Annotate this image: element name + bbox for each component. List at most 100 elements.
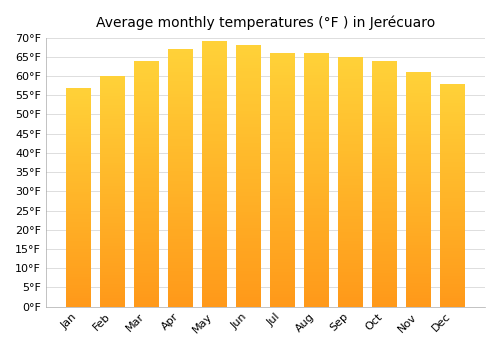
Bar — [270, 291, 295, 294]
Bar — [304, 88, 329, 91]
Bar — [372, 291, 397, 294]
Bar — [406, 81, 431, 84]
Bar — [202, 81, 227, 85]
Bar — [236, 163, 261, 166]
Bar — [406, 78, 431, 81]
Bar — [406, 110, 431, 113]
Bar — [372, 82, 397, 85]
Bar — [168, 81, 193, 85]
Bar — [304, 151, 329, 154]
Bar — [66, 137, 92, 140]
Bar — [236, 225, 261, 228]
Bar — [134, 279, 160, 282]
Bar — [100, 186, 126, 189]
Bar — [406, 157, 431, 160]
Bar — [338, 116, 363, 119]
Bar — [134, 91, 160, 95]
Bar — [372, 187, 397, 190]
Bar — [270, 110, 295, 113]
Bar — [372, 141, 397, 144]
Bar — [66, 252, 92, 255]
Bar — [372, 67, 397, 70]
Bar — [202, 171, 227, 174]
Bar — [202, 121, 227, 124]
Bar — [338, 282, 363, 285]
Bar — [406, 301, 431, 304]
Bar — [338, 285, 363, 288]
Bar — [440, 206, 465, 209]
Bar — [168, 104, 193, 107]
Bar — [338, 147, 363, 150]
Bar — [372, 220, 397, 224]
Bar — [66, 296, 92, 299]
Bar — [66, 219, 92, 222]
Bar — [202, 204, 227, 207]
Bar — [406, 274, 431, 278]
Bar — [406, 87, 431, 90]
Bar — [406, 298, 431, 301]
Bar — [66, 134, 92, 137]
Bar — [236, 88, 261, 91]
Bar — [134, 79, 160, 82]
Bar — [372, 125, 397, 128]
Bar — [100, 229, 126, 232]
Bar — [338, 272, 363, 275]
Bar — [202, 260, 227, 264]
Bar — [236, 137, 261, 140]
Bar — [304, 291, 329, 294]
Bar — [270, 117, 295, 120]
Bar — [304, 246, 329, 250]
Bar — [440, 298, 465, 301]
Bar — [66, 249, 92, 252]
Bar — [372, 70, 397, 73]
Bar — [372, 153, 397, 156]
Bar — [168, 94, 193, 97]
Bar — [168, 204, 193, 207]
Bar — [100, 111, 126, 113]
Bar — [338, 235, 363, 238]
Bar — [406, 151, 431, 154]
Bar — [270, 66, 295, 69]
Bar — [338, 157, 363, 160]
Bar — [440, 218, 465, 220]
Bar — [372, 138, 397, 141]
Bar — [202, 85, 227, 88]
Bar — [236, 212, 261, 215]
Bar — [202, 297, 227, 300]
Bar — [100, 292, 126, 295]
Bar — [134, 116, 160, 119]
Bar — [134, 88, 160, 91]
Bar — [66, 118, 92, 120]
Bar — [202, 151, 227, 154]
Bar — [440, 240, 465, 243]
Bar — [338, 113, 363, 116]
Bar — [304, 183, 329, 186]
Bar — [372, 301, 397, 304]
Bar — [202, 91, 227, 95]
Bar — [236, 114, 261, 117]
Bar — [168, 303, 193, 307]
Bar — [134, 165, 160, 168]
Bar — [440, 123, 465, 126]
Bar — [304, 167, 329, 170]
Bar — [202, 247, 227, 250]
Bar — [270, 294, 295, 297]
Bar — [168, 120, 193, 123]
Bar — [304, 110, 329, 113]
Bar — [100, 232, 126, 235]
Bar — [168, 236, 193, 239]
Bar — [236, 45, 261, 49]
Bar — [168, 49, 193, 52]
Bar — [338, 191, 363, 194]
Bar — [236, 166, 261, 169]
Bar — [304, 275, 329, 278]
Bar — [134, 172, 160, 174]
Bar — [338, 178, 363, 182]
Bar — [66, 238, 92, 241]
Bar — [270, 275, 295, 278]
Bar — [66, 211, 92, 214]
Bar — [440, 164, 465, 167]
Bar — [202, 270, 227, 274]
Bar — [168, 223, 193, 226]
Bar — [100, 281, 126, 284]
